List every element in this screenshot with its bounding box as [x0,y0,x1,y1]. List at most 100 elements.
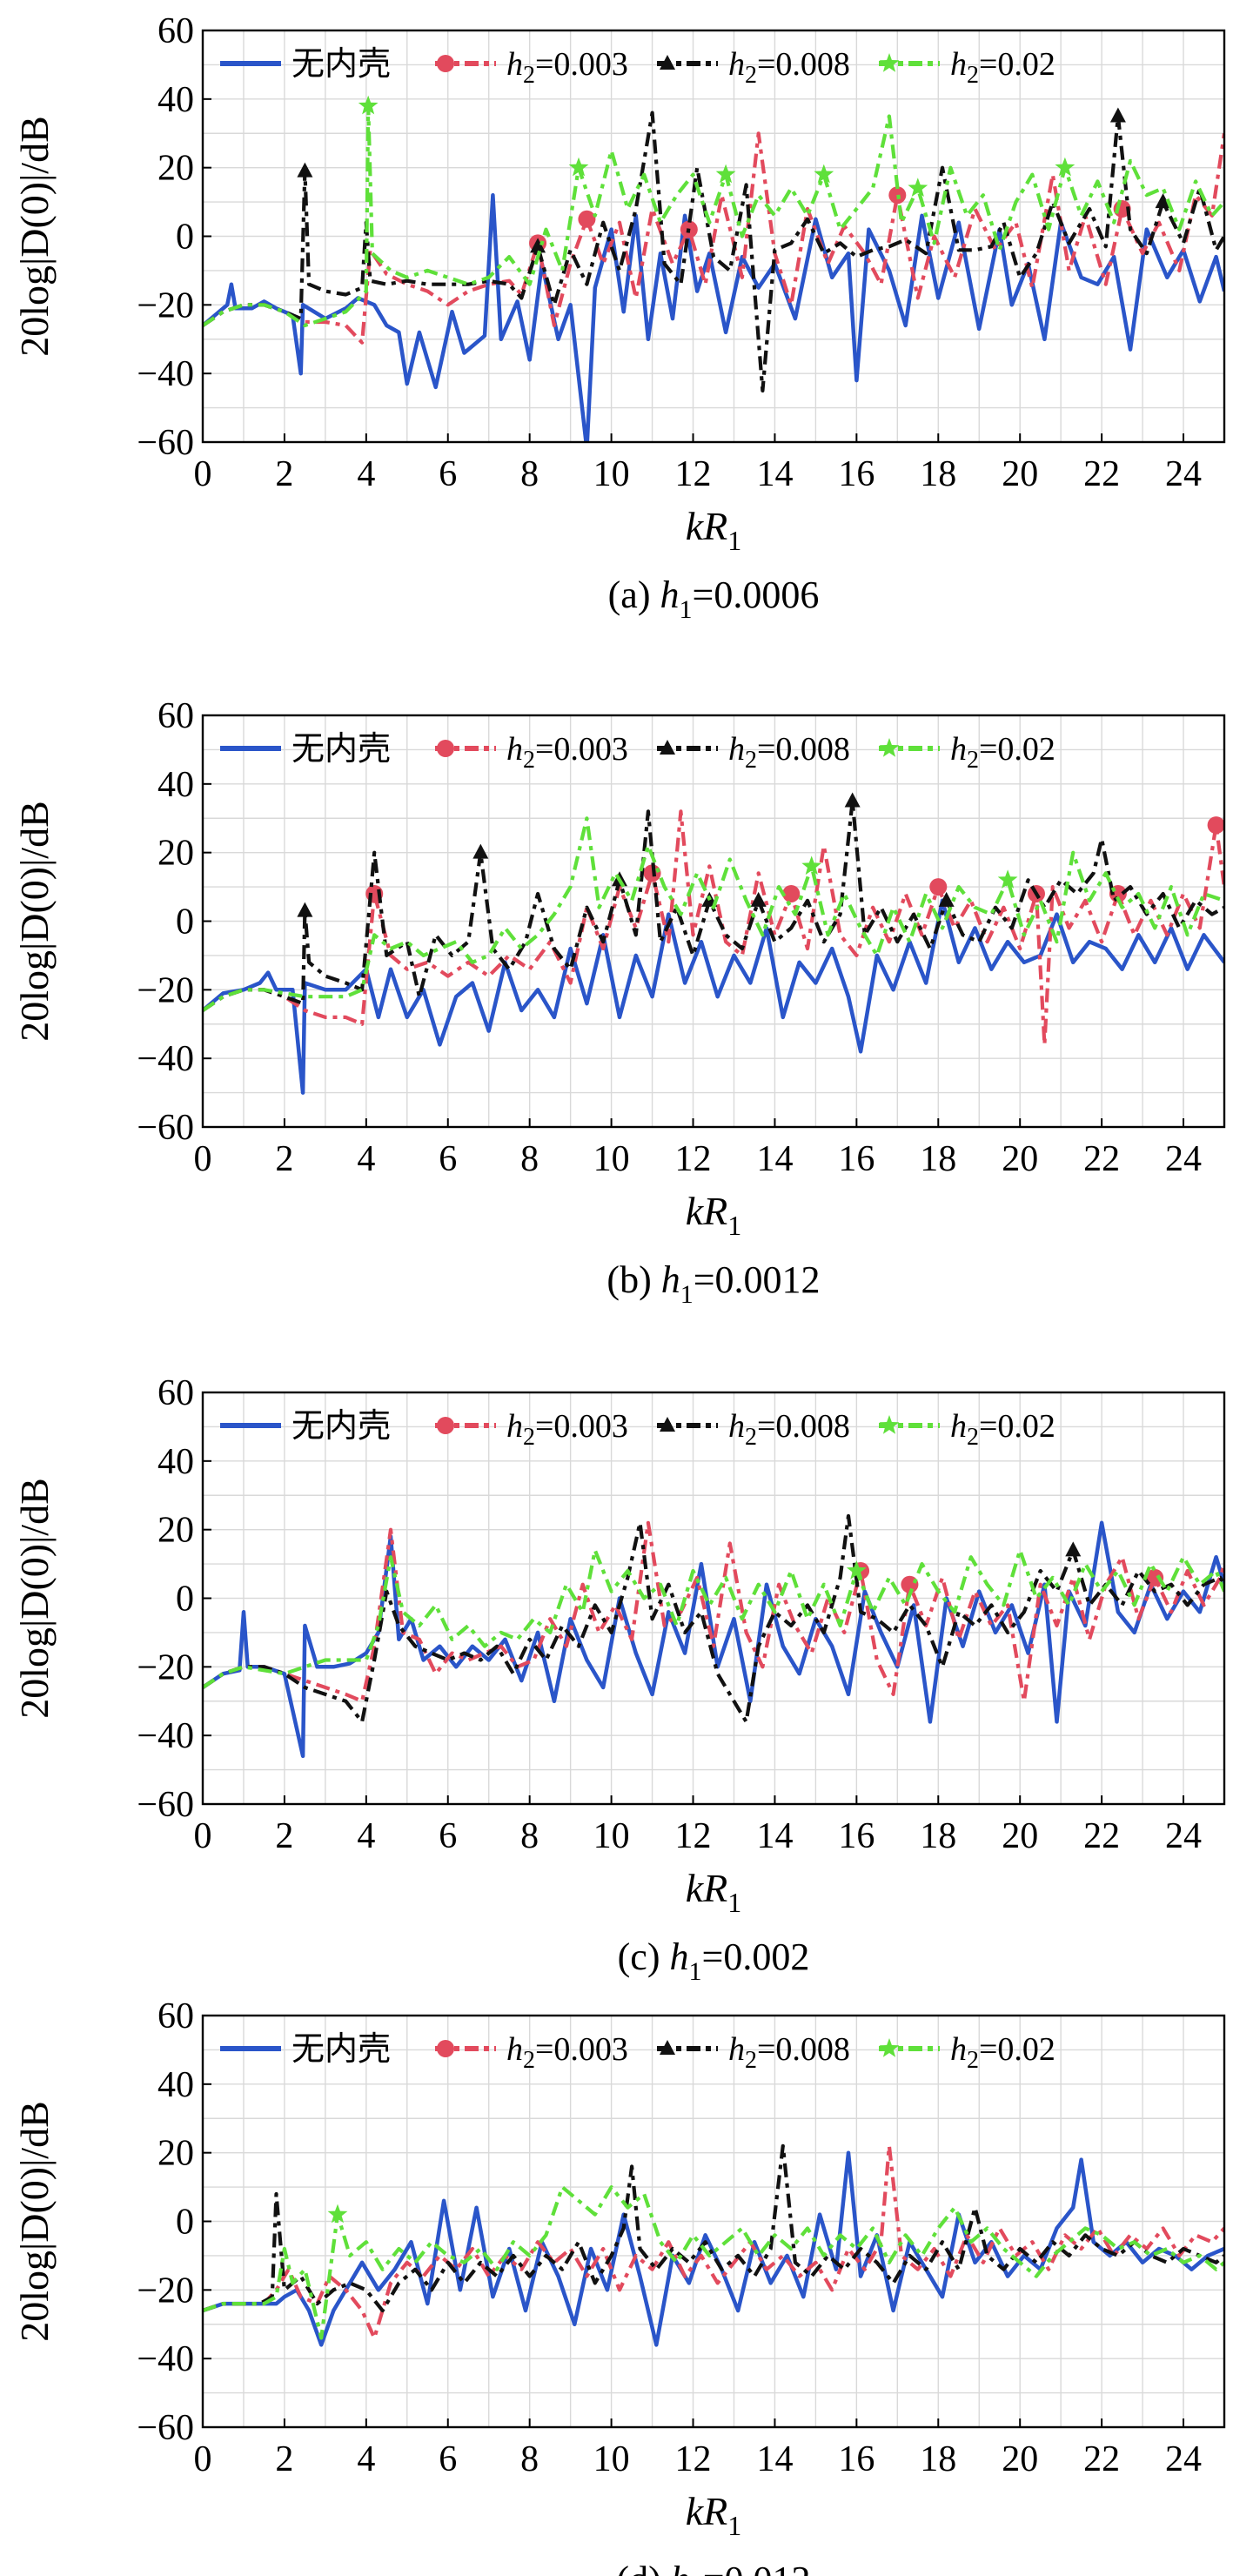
series-marker-2 [938,891,955,907]
series-marker-1 [578,210,596,228]
x-tick-label: 20 [1002,1816,1038,1856]
y-tick-label: −60 [137,1108,194,1148]
x-tick-label: 4 [357,2439,375,2479]
x-tick-label: 14 [756,1816,793,1856]
caption-sub: 1 [680,595,693,624]
legend-label-0: 无内壳 [291,1406,391,1445]
x-tick-label: 24 [1165,1139,1202,1179]
x-axis-label-main: kR [686,1189,728,1233]
series-marker-3 [846,1560,867,1580]
legend-label-var: h [728,731,745,768]
series-line-0 [203,898,1224,1095]
y-tick-label: −20 [137,2271,194,2311]
x-tick-label: 12 [675,454,712,494]
x-tick-label: 18 [920,2439,956,2479]
y-tick-label: 20 [157,834,194,874]
legend-label-1: h2=0.003 [506,46,628,89]
legend-label-value: =0.008 [757,2031,850,2068]
y-tick-label: 60 [157,1373,194,1413]
y-tick-label: 0 [176,2203,194,2243]
x-tick-label: 20 [1002,2439,1038,2479]
legend: 无内壳 h2=0.003 h2=0.008 h2=0.02 [220,729,1055,774]
series-marker-2 [530,238,546,253]
y-tick-label: 60 [157,1996,194,2036]
x-tick-label: 10 [593,1816,630,1856]
panel-caption: (b) h1=0.0012 [606,1258,820,1309]
x-axis-label-sub: 1 [727,2510,741,2541]
series-group [203,2143,1224,2347]
legend-label-sub: 2 [523,1424,535,1451]
legend: 无内壳 h2=0.003 h2=0.008 h2=0.02 [220,44,1055,89]
series-marker-3 [568,157,589,177]
x-tick-label: 10 [593,1139,630,1179]
x-tick-label: 20 [1002,1139,1038,1179]
x-tick-label: 14 [756,454,793,494]
legend-label-sub: 2 [967,747,979,774]
chart-panel-c: 0 2 4 6 8 10 12 14 16 18 20 22 24−60−40−20020406020l… [12,1373,1226,1986]
legend-label-sub: 2 [523,747,535,774]
legend-label-sub: 2 [967,1424,979,1451]
series-marker-2 [1109,107,1126,123]
x-tick-label: 8 [520,1816,539,1856]
legend-marker-2 [660,55,675,70]
series-group [203,95,1224,442]
y-tick-label: 0 [176,902,194,943]
x-tick-label: 8 [520,1139,539,1179]
legend-label-var: h [950,46,967,83]
legend-label-sub: 2 [745,1424,757,1451]
series-marker-3 [1055,157,1076,177]
x-tick-label: 6 [439,1139,457,1179]
legend-label-2: h2=0.008 [728,731,850,774]
x-tick-label: 4 [357,1139,375,1179]
legend-label-value: =0.02 [979,2031,1055,2068]
series-line-1 [203,809,1224,1047]
x-tick-label: 16 [838,1139,874,1179]
y-tick-label: −20 [137,1647,194,1687]
series-line-2 [203,1513,1224,1724]
legend-label-var: h [728,46,745,83]
x-tick-label: 0 [194,2439,212,2479]
x-axis-label: kR1 [686,1189,742,1241]
legend-label-value: =0.02 [979,46,1055,83]
caption-sub: 1 [680,1280,694,1309]
series-marker-3 [715,164,736,184]
legend-marker-3 [879,53,900,72]
x-tick-label: 8 [520,2439,539,2479]
x-axis-label-sub: 1 [727,1210,741,1241]
x-tick-label: 22 [1083,1139,1120,1179]
series-line-0 [203,192,1224,442]
y-tick-label: −40 [137,354,194,394]
caption-var: h [660,574,680,616]
x-axis-label-main: kR [686,1866,728,1910]
x-tick-label: 18 [920,454,956,494]
x-tick-label: 12 [675,1816,712,1856]
x-tick-label: 4 [357,1816,375,1856]
legend-label-value: =0.003 [535,2031,628,2068]
x-tick-label: 22 [1083,2439,1120,2479]
series-marker-3 [801,855,822,875]
y-tick-label: 40 [157,765,194,805]
legend-label-sub: 2 [967,62,979,89]
series-marker-3 [814,164,834,184]
legend-label-3: h2=0.02 [950,46,1055,89]
series-line-3 [203,2185,1224,2340]
panel-caption: (a) h1=0.0006 [608,574,820,624]
legend-label-sub: 2 [523,2047,535,2074]
x-axis-label-sub: 1 [727,1887,741,1918]
series-marker-1 [782,884,801,902]
series-marker-2 [1155,193,1171,209]
x-tick-label: 24 [1165,454,1202,494]
legend-label-2: h2=0.008 [728,1408,850,1451]
legend-label-var: h [950,731,967,768]
series-marker-2 [472,843,489,859]
legend-label-sub: 2 [745,62,757,89]
legend-marker-2 [660,1417,675,1432]
series-marker-2 [844,792,861,808]
y-tick-label: 40 [157,2065,194,2105]
legend-marker-2 [660,2040,675,2055]
caption-value: =0.0012 [694,1258,821,1301]
x-tick-label: 10 [593,454,630,494]
